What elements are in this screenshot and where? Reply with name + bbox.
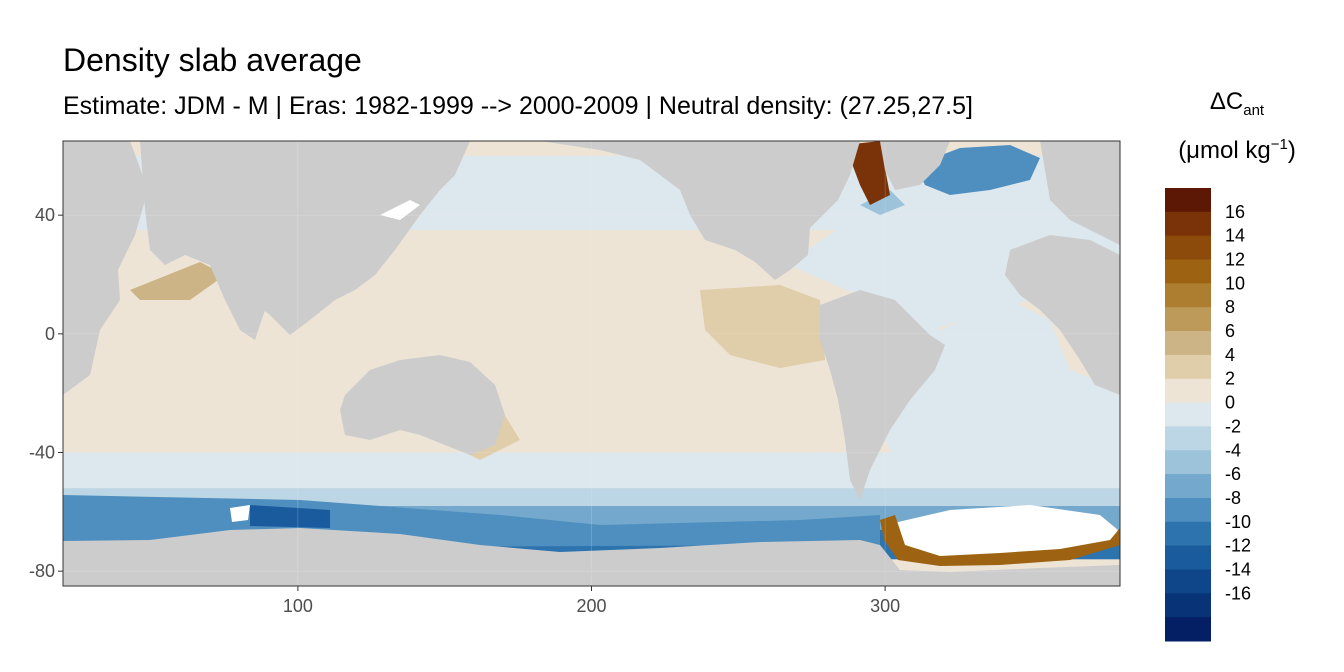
legend-unit-sup: −1 [1270, 136, 1288, 153]
legend-label: 14 [1225, 226, 1245, 246]
legend-swatch [1165, 450, 1211, 475]
region-antarctic-core [250, 505, 330, 528]
legend-swatch [1165, 569, 1211, 594]
legend: 16 14 12 10 8 6 4 2 0 -2 -4 -6 -8 -10 -12 -14 -16 [1165, 188, 1251, 642]
legend-swatch [1165, 521, 1211, 547]
land-antarctica [63, 528, 1120, 586]
region-arabian-sea [130, 262, 225, 300]
legend-label: -8 [1225, 488, 1241, 508]
legend-label: 4 [1225, 345, 1235, 365]
legend-label: 10 [1225, 273, 1245, 293]
land-north-america [540, 141, 860, 280]
legend-unit-close: ) [1287, 137, 1296, 164]
legend-label: 0 [1225, 393, 1235, 413]
legend-swatch [1165, 211, 1211, 237]
legend-label: -16 [1225, 583, 1251, 603]
y-tick-label: -40 [29, 443, 55, 463]
region-north-atlantic-subpolar [915, 145, 1040, 195]
legend-title-sub: ant [1243, 101, 1265, 119]
legend-label: -6 [1225, 464, 1241, 484]
legend-label: 16 [1225, 202, 1245, 222]
legend-label: 12 [1225, 250, 1245, 270]
region-labrador [860, 190, 905, 215]
legend-unit: (μmol kg−1) [1152, 136, 1322, 165]
x-tick-label: 200 [576, 596, 606, 616]
legend-swatch [1165, 354, 1211, 380]
legend-swatch [1165, 617, 1211, 642]
legend-swatch [1165, 474, 1211, 499]
land-india [210, 265, 265, 340]
chart-subtitle: Estimate: JDM - M | Eras: 1982-1999 --> … [63, 92, 973, 120]
land-greenland [880, 141, 950, 190]
y-axis: 40 0 -40 -80 [29, 205, 63, 581]
region-greenland-shelf [845, 141, 890, 205]
missing-data [230, 200, 1118, 558]
land-europe [1040, 141, 1120, 245]
land-south-america [820, 290, 945, 500]
legend-swatch [1165, 402, 1211, 427]
legend-swatch [1165, 378, 1211, 404]
legend-swatch [1165, 426, 1211, 451]
legend-swatch [1165, 235, 1211, 261]
legend-unit-open: (μmol kg [1178, 137, 1271, 164]
gridlines [63, 141, 1120, 586]
y-tick-label: -80 [29, 561, 55, 581]
region-eastern-tropical-pacific [700, 285, 825, 368]
legend-swatch [1165, 593, 1211, 618]
legend-swatch [1165, 545, 1211, 570]
x-tick-label: 300 [870, 596, 900, 616]
legend-title: ΔCant [1152, 88, 1322, 119]
y-tick-label: 0 [45, 324, 55, 344]
legend-swatch [1165, 283, 1211, 308]
legend-label: -14 [1225, 559, 1251, 579]
legend-label: 6 [1225, 321, 1235, 341]
legend-label: 8 [1225, 297, 1235, 317]
weddell-positive-anomaly [880, 515, 1120, 566]
map-panel [63, 141, 1120, 586]
missing-weddell [885, 505, 1118, 558]
legend-label: -10 [1225, 512, 1251, 532]
missing-indian-shelf [230, 505, 250, 522]
y-tick-label: 40 [35, 205, 55, 225]
x-axis: 100 200 300 [283, 586, 900, 616]
legend-swatch [1165, 307, 1211, 332]
legend-swatch [1165, 188, 1211, 213]
legend-label: -2 [1225, 416, 1241, 436]
chart-title: Density slab average [63, 42, 362, 78]
legend-swatch [1165, 497, 1211, 523]
legend-label: -12 [1225, 536, 1251, 556]
land-africa-east [1005, 235, 1120, 395]
landmasses [63, 141, 1120, 586]
legend-label: 2 [1225, 369, 1235, 389]
legend-swatch [1165, 331, 1211, 356]
land-australia [340, 355, 505, 455]
x-tick-label: 100 [283, 596, 313, 616]
missing-north-pacific-rim [380, 200, 420, 220]
land-africa-west [63, 141, 148, 395]
land-asia [140, 141, 470, 335]
region-band [63, 488, 1120, 506]
legend-swatch [1165, 259, 1211, 284]
legend-label: -4 [1225, 440, 1241, 460]
legend-title-prefix: ΔC [1209, 88, 1244, 115]
